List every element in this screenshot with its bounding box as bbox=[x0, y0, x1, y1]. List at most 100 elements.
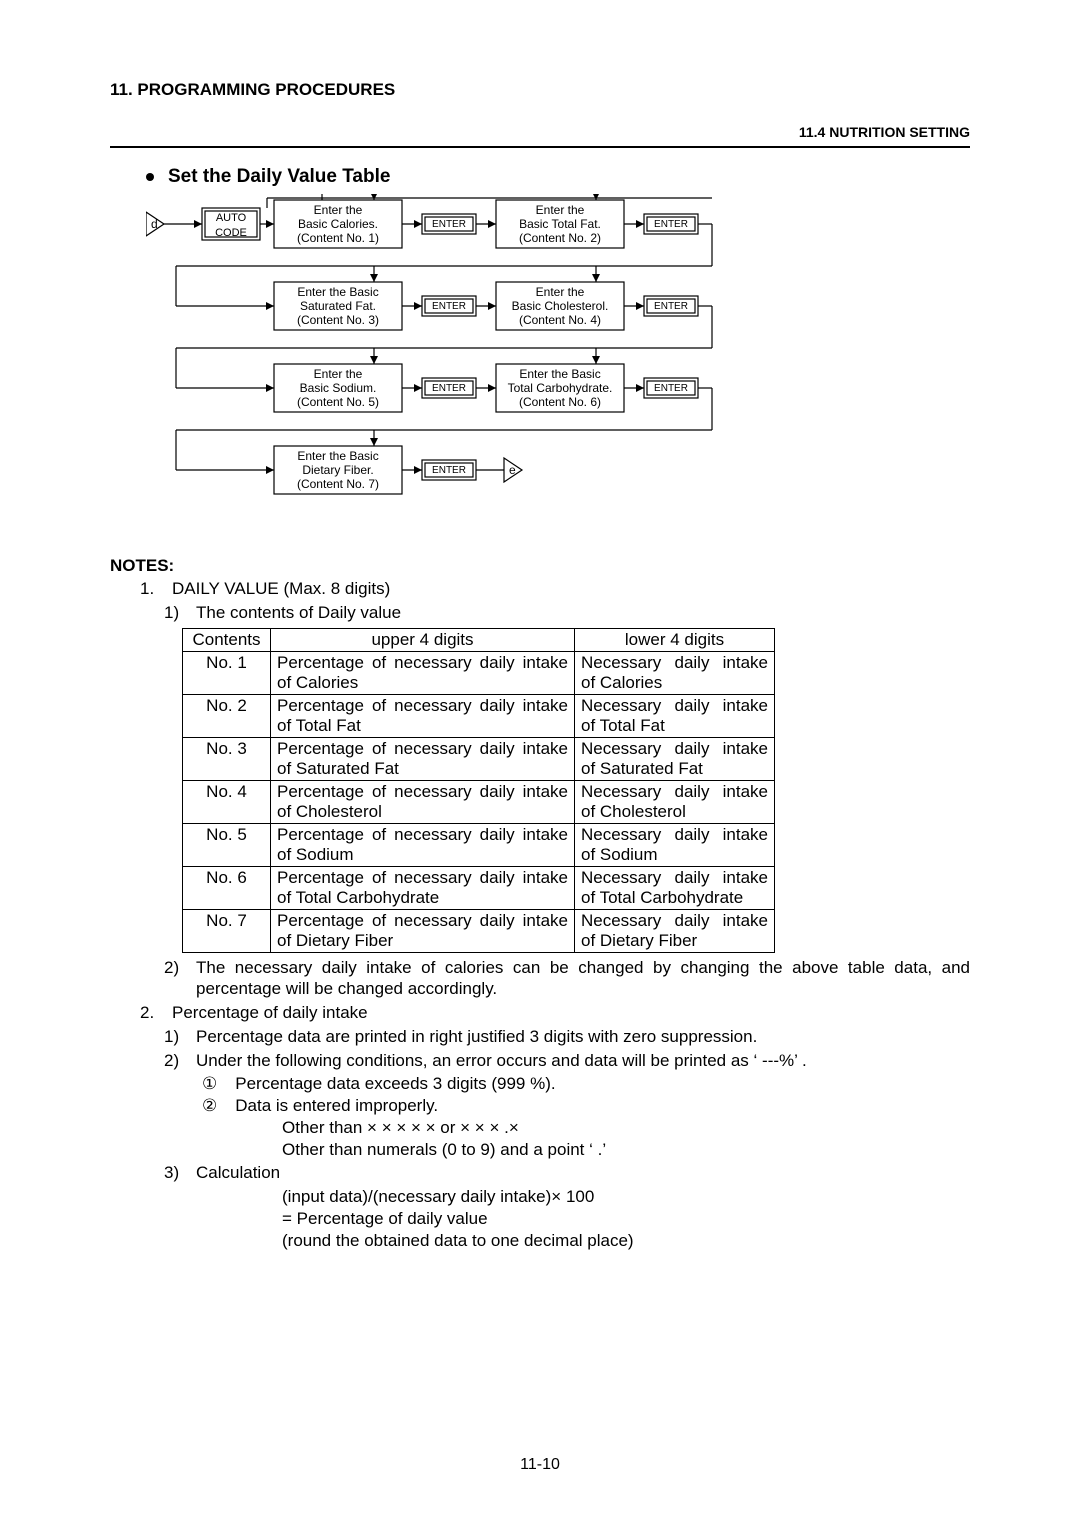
cell-lower: Necessary daily intake of Saturated Fat bbox=[575, 737, 775, 780]
note-1-1: 1) The contents of Daily value bbox=[110, 602, 970, 624]
note-2: 2. Percentage of daily intake bbox=[110, 1002, 970, 1024]
circled-marker: ② bbox=[202, 1095, 217, 1117]
calc-line-2: = Percentage of daily value bbox=[110, 1208, 970, 1230]
note-2-text: Percentage of daily intake bbox=[172, 1002, 970, 1024]
cell-upper: Percentage of necessary daily intake of … bbox=[271, 737, 575, 780]
list-marker: 1) bbox=[164, 602, 188, 624]
note-2-1: 1) Percentage data are printed in right … bbox=[110, 1026, 970, 1048]
cell-contents: No. 1 bbox=[183, 651, 271, 694]
table-row: No. 6Percentage of necessary daily intak… bbox=[183, 866, 775, 909]
cell-upper: Percentage of necessary daily intake of … bbox=[271, 823, 575, 866]
svg-text:(Content No. 6): (Content No. 6) bbox=[519, 395, 601, 409]
bullet-icon bbox=[146, 173, 154, 181]
svg-text:Basic Total Fat.: Basic Total Fat. bbox=[519, 217, 601, 231]
svg-text:ENTER: ENTER bbox=[432, 465, 466, 476]
list-marker: 2. bbox=[140, 1002, 164, 1024]
table-row: No. 4Percentage of necessary daily intak… bbox=[183, 780, 775, 823]
svg-text:(Content No. 7): (Content No. 7) bbox=[297, 477, 379, 491]
cond2-detail-b: Other than numerals (0 to 9) and a point… bbox=[110, 1139, 970, 1161]
svg-text:Saturated Fat.: Saturated Fat. bbox=[300, 299, 376, 313]
svg-text:ENTER: ENTER bbox=[432, 383, 466, 394]
list-marker: 1) bbox=[164, 1026, 188, 1048]
subsection-heading: Set the Daily Value Table bbox=[146, 166, 970, 188]
table-row: No. 3Percentage of necessary daily intak… bbox=[183, 737, 775, 780]
cond2-text: Data is entered improperly. bbox=[235, 1095, 438, 1117]
svg-text:Dietary Fiber.: Dietary Fiber. bbox=[302, 463, 373, 477]
svg-text:Enter the Basic: Enter the Basic bbox=[519, 367, 600, 381]
cell-lower: Necessary daily intake of Total Fat bbox=[575, 694, 775, 737]
cell-lower: Necessary daily intake of Dietary Fiber bbox=[575, 909, 775, 952]
table-header: Contents bbox=[183, 628, 271, 651]
cond1-text: Percentage data exceeds 3 digits (999 %)… bbox=[235, 1073, 555, 1095]
cell-upper: Percentage of necessary daily intake of … bbox=[271, 780, 575, 823]
list-marker: 2) bbox=[164, 957, 188, 1001]
cell-upper: Percentage of necessary daily intake of … bbox=[271, 694, 575, 737]
svg-text:Basic Cholesterol.: Basic Cholesterol. bbox=[512, 299, 609, 313]
note-2-2-cond1: ① Percentage data exceeds 3 digits (999 … bbox=[110, 1073, 970, 1095]
svg-text:(Content No. 5): (Content No. 5) bbox=[297, 395, 379, 409]
svg-text:e: e bbox=[509, 463, 516, 477]
note-2-2: 2) Under the following conditions, an er… bbox=[110, 1050, 970, 1072]
svg-text:Enter the: Enter the bbox=[536, 285, 585, 299]
note-1-2-text: The necessary daily intake of calories c… bbox=[196, 957, 970, 1001]
table-row: No. 5Percentage of necessary daily intak… bbox=[183, 823, 775, 866]
cell-contents: No. 5 bbox=[183, 823, 271, 866]
cell-upper: Percentage of necessary daily intake of … bbox=[271, 866, 575, 909]
cell-lower: Necessary daily intake of Total Carbohyd… bbox=[575, 866, 775, 909]
svg-text:ENTER: ENTER bbox=[432, 219, 466, 230]
list-marker: 3) bbox=[164, 1162, 188, 1184]
cell-upper: Percentage of necessary daily intake of … bbox=[271, 909, 575, 952]
note-1-1-text: The contents of Daily value bbox=[196, 602, 970, 624]
flowchart: dAUTOCODEEnter theBasic Calories.(Conten… bbox=[146, 194, 970, 536]
cell-contents: No. 3 bbox=[183, 737, 271, 780]
table-row: No. 2Percentage of necessary daily intak… bbox=[183, 694, 775, 737]
header-rule bbox=[110, 146, 970, 148]
svg-text:CODE: CODE bbox=[215, 227, 247, 239]
svg-text:Enter the Basic: Enter the Basic bbox=[297, 449, 378, 463]
cell-upper: Percentage of necessary daily intake of … bbox=[271, 651, 575, 694]
cell-lower: Necessary daily intake of Cholesterol bbox=[575, 780, 775, 823]
cond2-detail-a: Other than × × × × × or × × × .× bbox=[110, 1117, 970, 1139]
svg-text:Basic Sodium.: Basic Sodium. bbox=[300, 381, 377, 395]
list-marker: 2) bbox=[164, 1050, 188, 1072]
note-1: 1. DAILY VALUE (Max. 8 digits) bbox=[110, 578, 970, 600]
svg-text:(Content No. 4): (Content No. 4) bbox=[519, 313, 601, 327]
svg-text:Total Carbohydrate.: Total Carbohydrate. bbox=[508, 381, 613, 395]
cell-contents: No. 4 bbox=[183, 780, 271, 823]
svg-text:Enter the: Enter the bbox=[536, 203, 585, 217]
svg-text:ENTER: ENTER bbox=[654, 383, 688, 394]
note-2-3-text: Calculation bbox=[196, 1162, 970, 1184]
cell-contents: No. 2 bbox=[183, 694, 271, 737]
list-marker: 1. bbox=[140, 578, 164, 600]
cell-lower: Necessary daily intake of Calories bbox=[575, 651, 775, 694]
table-row: No. 1Percentage of necessary daily intak… bbox=[183, 651, 775, 694]
svg-text:ENTER: ENTER bbox=[654, 219, 688, 230]
svg-text:(Content No. 3): (Content No. 3) bbox=[297, 313, 379, 327]
svg-text:(Content No. 1): (Content No. 1) bbox=[297, 231, 379, 245]
flowchart-svg: dAUTOCODEEnter theBasic Calories.(Conten… bbox=[146, 194, 866, 536]
cell-contents: No. 6 bbox=[183, 866, 271, 909]
document-page: 11. PROGRAMMING PROCEDURES 11.4 NUTRITIO… bbox=[0, 0, 1080, 1528]
svg-text:ENTER: ENTER bbox=[432, 301, 466, 312]
note-2-2-text: Under the following conditions, an error… bbox=[196, 1050, 970, 1072]
svg-text:Enter the: Enter the bbox=[314, 203, 363, 217]
notes-heading: NOTES: bbox=[110, 556, 970, 576]
cell-lower: Necessary daily intake of Sodium bbox=[575, 823, 775, 866]
svg-text:d: d bbox=[151, 217, 158, 231]
subsection-title: Set the Daily Value Table bbox=[168, 166, 390, 188]
svg-text:(Content No. 2): (Content No. 2) bbox=[519, 231, 601, 245]
cell-contents: No. 7 bbox=[183, 909, 271, 952]
note-1-text: DAILY VALUE (Max. 8 digits) bbox=[172, 578, 970, 600]
daily-value-table: Contents upper 4 digits lower 4 digits N… bbox=[182, 628, 775, 953]
chapter-title: 11. PROGRAMMING PROCEDURES bbox=[110, 80, 970, 100]
note-2-3: 3) Calculation bbox=[110, 1162, 970, 1184]
section-title: 11.4 NUTRITION SETTING bbox=[110, 124, 970, 140]
svg-text:Enter the Basic: Enter the Basic bbox=[297, 285, 378, 299]
table-header: lower 4 digits bbox=[575, 628, 775, 651]
calc-line-1: (input data)/(necessary daily intake)× 1… bbox=[110, 1186, 970, 1208]
note-2-2-cond2: ② Data is entered improperly. bbox=[110, 1095, 970, 1117]
calc-line-3: (round the obtained data to one decimal … bbox=[110, 1230, 970, 1252]
note-1-2: 2) The necessary daily intake of calorie… bbox=[110, 957, 970, 1001]
svg-text:Basic Calories.: Basic Calories. bbox=[298, 217, 378, 231]
svg-text:AUTO: AUTO bbox=[216, 212, 247, 224]
